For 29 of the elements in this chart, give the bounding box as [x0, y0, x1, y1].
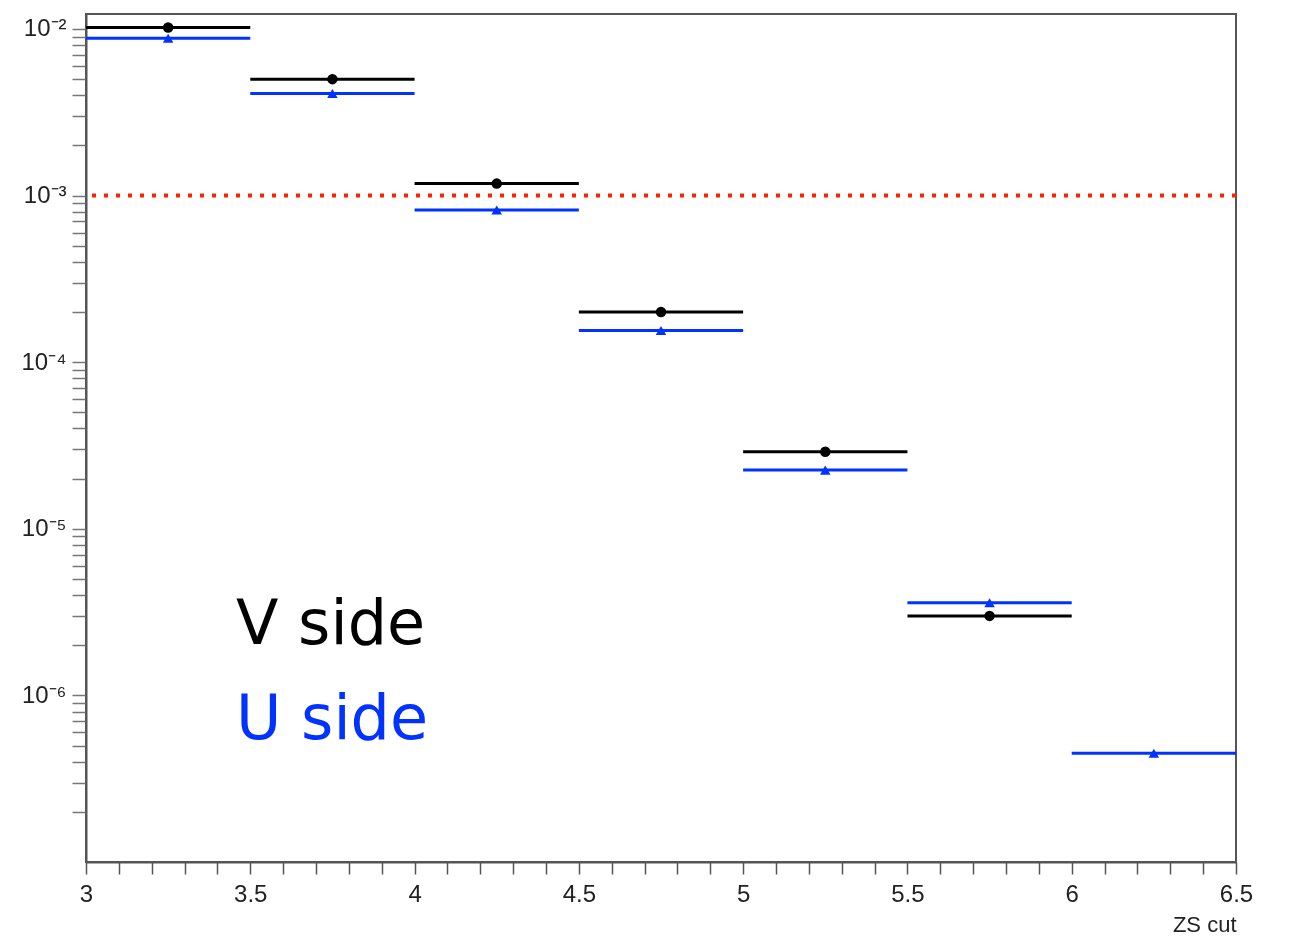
- x-tick-label: 6: [1065, 879, 1079, 907]
- point: [1148, 748, 1160, 758]
- y-tick-label: 10⁻³: [23, 181, 67, 209]
- point: [820, 446, 831, 457]
- point: [327, 73, 338, 85]
- x-tick-label: 6.5: [1219, 879, 1254, 907]
- point: [327, 88, 338, 99]
- x-tick-label: 3.5: [234, 879, 268, 907]
- y-tick-label: 10⁻⁵: [21, 514, 67, 542]
- point: [162, 22, 174, 33]
- text: U side: [236, 680, 429, 754]
- y-tick-label: 10⁻⁴: [21, 347, 67, 375]
- x-axis-title: ZS cut: [1172, 911, 1237, 937]
- point: [984, 598, 995, 608]
- x-tick-label: 4.5: [562, 879, 597, 907]
- x-tick-label: 4: [408, 879, 422, 907]
- point: [655, 325, 667, 336]
- y-tick-label: 10⁻²: [23, 14, 67, 42]
- x-tick-label: 3: [79, 879, 94, 907]
- text: V side: [236, 585, 426, 659]
- y-tick-label: 10⁻⁶: [21, 680, 67, 708]
- point: [984, 610, 995, 622]
- point: [820, 465, 831, 475]
- point: [491, 205, 502, 215]
- point: [162, 33, 174, 43]
- x-tick-label: 5: [736, 879, 751, 907]
- x-tick-label: 5.5: [891, 879, 925, 907]
- point: [491, 178, 502, 189]
- point: [655, 306, 667, 318]
